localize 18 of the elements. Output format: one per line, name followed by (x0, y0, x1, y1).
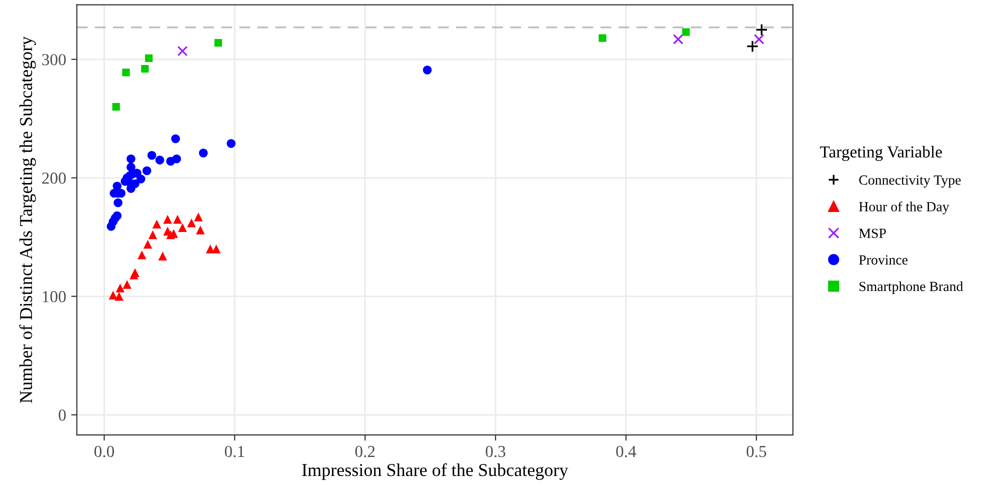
legend-label: Smartphone Brand (860, 281, 963, 294)
x-tick-label: 0.1 (224, 446, 244, 458)
legend-label: Province (859, 255, 908, 265)
legend-title: Targeting Variable (820, 146, 942, 162)
x-tick-label: 0.0 (94, 446, 114, 458)
legend-label: MSP (859, 228, 886, 238)
x-tick-label: 0.4 (616, 446, 636, 458)
x-tick-label: 0.5 (746, 446, 766, 458)
legend-label: Connectivity Type (859, 175, 961, 188)
legend-label: Hour of the Day (859, 202, 950, 214)
y-tick-label: 100 (42, 291, 66, 302)
y-tick-label: 0 (58, 410, 66, 421)
y-axis-title: Number of Distinct Ads Targeting the Subcategory (19, 36, 36, 403)
y-tick-label: 300 (42, 54, 66, 66)
x-tick-label: 0.2 (355, 446, 375, 458)
x-tick-label: 0.3 (486, 446, 506, 458)
x-axis-title: Impression Share of the Subcategory (302, 463, 568, 480)
y-tick-label: 200 (42, 172, 66, 184)
